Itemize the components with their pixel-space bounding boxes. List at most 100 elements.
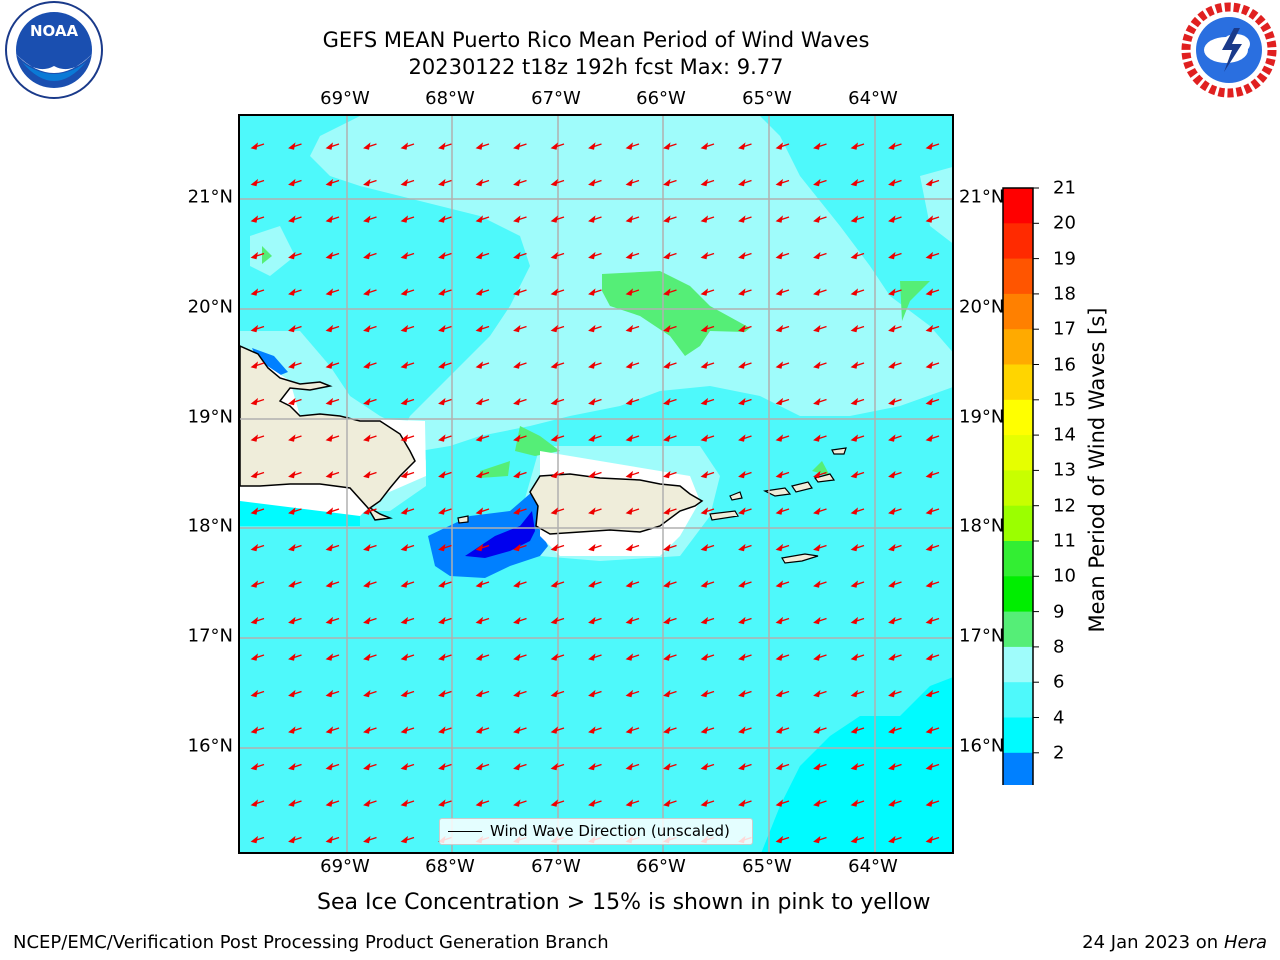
wave-arrow	[400, 288, 415, 296]
wave-arrow	[850, 470, 865, 479]
wave-arrow	[363, 434, 377, 442]
wave-arrow	[700, 507, 715, 515]
wave-arrow	[813, 178, 827, 187]
wave-arrow	[438, 616, 452, 625]
grid-lines	[240, 116, 952, 852]
wave-arrow	[400, 324, 415, 333]
wave-arrow	[663, 799, 677, 807]
lat-tick-left: 16°N	[187, 735, 233, 757]
wave-arrow	[888, 324, 902, 333]
wave-arrow	[288, 835, 302, 844]
wave-arrow	[250, 799, 265, 807]
wave-arrow	[400, 580, 415, 588]
wave-arrow	[363, 580, 377, 588]
wave-arrow	[813, 361, 827, 369]
lon-tick-bottom: 67°W	[531, 856, 581, 877]
colorbar-segment	[1003, 399, 1033, 436]
wave-arrow	[588, 799, 602, 807]
wave-arrow	[700, 361, 715, 369]
colorbar-segment	[1003, 752, 1033, 785]
wave-arrow	[250, 653, 265, 661]
wave-arrow	[288, 434, 302, 442]
lon-tick-top: 65°W	[742, 88, 792, 109]
map-area[interactable]: Wind Wave Direction (unscaled)	[238, 114, 954, 854]
wave-arrow	[663, 653, 677, 661]
wave-arrow	[813, 580, 827, 588]
colorbar-tick-label: 14	[1053, 424, 1076, 446]
wave-arrow	[288, 507, 302, 515]
chart-title: GEFS MEAN Puerto Rico Mean Period of Win…	[322, 28, 870, 52]
wave-arrow	[625, 470, 640, 479]
colorbar-tick-label: 6	[1053, 671, 1065, 693]
colorbar-outline	[1002, 187, 1034, 785]
wave-arrow	[363, 288, 377, 296]
lat-tick-left: 17°N	[187, 625, 233, 647]
lon-tick-bottom: 68°W	[425, 856, 475, 877]
wave-arrow	[925, 762, 940, 771]
wave-arrow	[400, 543, 415, 552]
colorbar-tick-label: 13	[1053, 459, 1076, 481]
wave-arrow	[363, 835, 377, 844]
wave-arrow	[888, 762, 902, 771]
wave-arrow	[513, 507, 527, 515]
wave-arrow	[625, 142, 640, 150]
wave-arrow	[513, 470, 527, 479]
wave-arrow	[925, 324, 940, 333]
wave-arrow	[738, 762, 752, 771]
wave-arrow	[700, 288, 715, 296]
wave-arrow	[550, 543, 565, 552]
wave-arrow	[850, 215, 865, 223]
wave-arrow	[438, 251, 452, 260]
footer-date: 24 Jan 2023 on Hera	[1082, 932, 1267, 953]
wave-arrow	[250, 616, 265, 625]
wave-arrow	[888, 580, 902, 588]
wave-arrow	[250, 689, 265, 698]
lat-tick-left: 18°N	[187, 515, 233, 537]
wave-arrow	[325, 726, 340, 734]
wave-arrow	[513, 215, 527, 223]
sea-ice-note: Sea Ice Concentration > 15% is shown in …	[317, 890, 931, 915]
wave-arrow	[250, 397, 265, 406]
map-svg	[240, 116, 952, 852]
lat-tick-left: 19°N	[187, 406, 233, 428]
wave-arrow	[700, 215, 715, 223]
wave-arrow	[250, 288, 265, 296]
wave-arrow	[513, 434, 527, 442]
wave-arrow	[325, 616, 340, 625]
wave-arrow	[700, 178, 715, 187]
wave-arrow	[325, 361, 340, 369]
wave-arrow	[625, 580, 640, 588]
wave-arrow	[663, 689, 677, 698]
wave-arrow	[850, 580, 865, 588]
lon-tick-top: 67°W	[531, 88, 581, 109]
wave-arrow	[325, 251, 340, 260]
wave-arrow	[700, 726, 715, 734]
colorbar-tick-label: 20	[1053, 212, 1076, 234]
wave-arrow	[775, 288, 790, 296]
wave-arrow	[775, 251, 790, 260]
wave-arrow	[738, 726, 752, 734]
wave-arrow	[663, 762, 677, 771]
wave-arrow	[925, 726, 940, 734]
lon-tick-top: 69°W	[320, 88, 370, 109]
wave-arrow	[475, 799, 490, 807]
noaa-logo-text: NOAA	[30, 22, 79, 40]
wave-arrow	[813, 251, 827, 260]
lon-tick-bottom: 64°W	[848, 856, 898, 877]
wave-arrow	[250, 762, 265, 771]
wave-arrow	[588, 653, 602, 661]
wave-arrow	[738, 653, 752, 661]
wave-arrow	[813, 726, 827, 734]
wave-arrow	[288, 361, 302, 369]
land-anegada	[831, 447, 847, 455]
wave-arrow	[925, 142, 940, 150]
wave-arrow	[738, 616, 752, 625]
wave-arrow	[813, 835, 827, 844]
legend-label: Wind Wave Direction (unscaled)	[490, 822, 730, 840]
wave-arrow	[363, 689, 377, 698]
colorbar-segment	[1003, 223, 1033, 260]
wave-arrow	[700, 434, 715, 442]
wave-arrow	[888, 543, 902, 552]
wave-arrow	[513, 142, 527, 150]
wave-arrow	[925, 507, 940, 515]
